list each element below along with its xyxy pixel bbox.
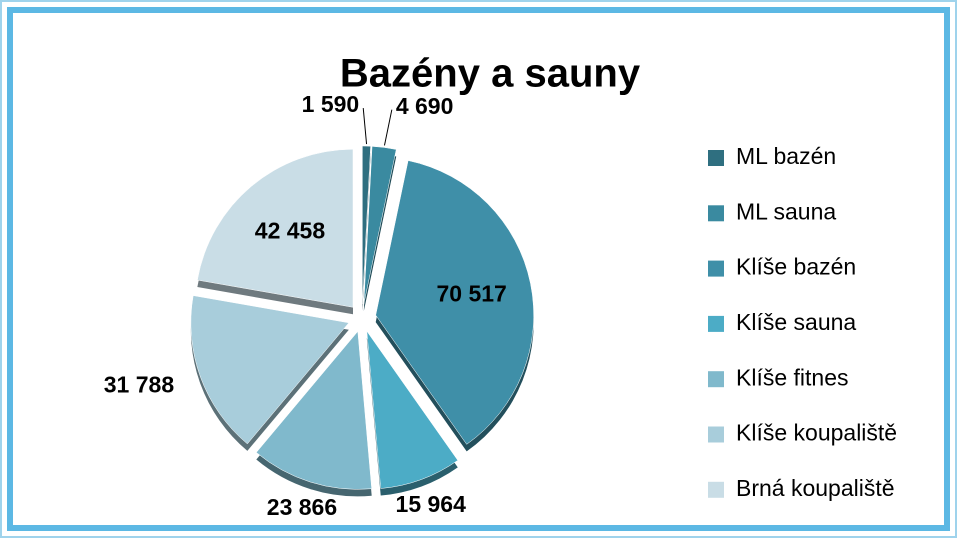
- slice: [363, 146, 397, 305]
- data-label: 31 788: [104, 372, 175, 398]
- legend-swatch: [708, 426, 724, 443]
- legend-swatch: [708, 371, 724, 388]
- slice: [375, 160, 534, 445]
- data-label: 15 964: [396, 491, 467, 517]
- data-label: 1 590: [302, 91, 360, 117]
- legend-label: Brná koupaliště: [736, 475, 895, 501]
- legend-label: ML sauna: [736, 198, 836, 224]
- data-label: 23 866: [267, 494, 337, 520]
- legend-label: Klíše fitnes: [736, 364, 849, 390]
- chart-title: Bazény a sauny: [340, 52, 641, 96]
- slice: [197, 149, 354, 308]
- legend-swatch: [708, 260, 724, 277]
- slice: [190, 295, 350, 445]
- legend-swatch: [708, 315, 724, 332]
- legend-label: ML bazén: [736, 143, 836, 169]
- leader-line: [362, 108, 368, 145]
- data-label: 4 690: [396, 93, 454, 119]
- legend-swatch: [708, 205, 724, 222]
- legend-swatch: [708, 481, 724, 498]
- legend-label: Klíše koupaliště: [736, 420, 897, 446]
- legend-label: Klíše bazén: [736, 254, 856, 280]
- leader-line: [383, 109, 393, 146]
- legend: ML bazén ML sauna Klíše bazén Klíše sauna Kl…: [708, 143, 897, 501]
- slice: [255, 330, 372, 490]
- legend-swatch: [708, 150, 724, 166]
- slice: [362, 145, 371, 305]
- slice: [366, 330, 459, 489]
- data-label: 42 458: [255, 217, 326, 243]
- pie: 1 590 4 690 70 517 15 964 23 866 31 788 42 458: [104, 91, 534, 520]
- legend-label: Klíše sauna: [736, 309, 856, 335]
- data-label: 70 517: [436, 280, 506, 306]
